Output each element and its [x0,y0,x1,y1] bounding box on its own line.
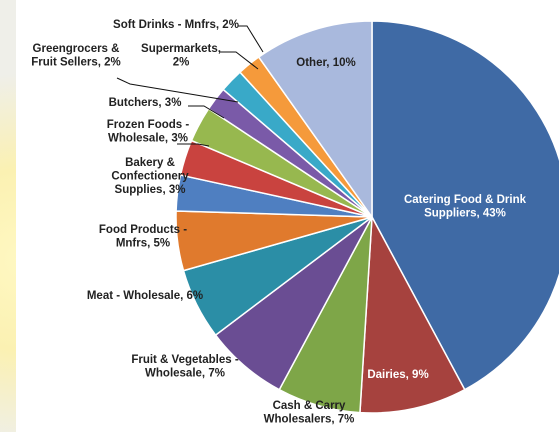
data-label-line: Fruit Sellers, 2% [31,57,120,69]
data-label-3: Cash & Carry Wholesalers, 7% [264,400,355,426]
leader-line-8 [177,143,210,147]
leader-line-9 [188,105,225,119]
data-label-line: Supplies, 3% [115,184,186,196]
data-label-line: Wholesalers, 7% [264,414,355,426]
data-label-1: Catering Food & Drink Suppliers, 43% [404,194,527,220]
pie-slice-13 [257,20,373,220]
data-label-line: Meat - Wholesale, 6% [87,290,203,302]
data-label-line: Catering Food & Drink [404,194,527,206]
data-label-line: Butchers, 3% [109,97,182,109]
data-label-line: Bakery & [125,157,175,169]
leader-line-11 [220,51,259,70]
data-label-line: Soft Drinks - Mnfrs, 2% [113,19,239,31]
data-label-12: Soft Drinks - Mnfrs, 2% [113,19,239,31]
data-label-5: Meat - Wholesale, 6% [87,290,203,302]
data-label-line: Greengrocers & [33,43,120,55]
data-label-4: Fruit & Vegetables - Wholesale, 7% [131,354,239,380]
data-label-13: Other, 10% [296,57,355,69]
leader-line-12 [238,25,264,53]
data-label-line: Suppliers, 43% [424,208,506,220]
data-label-line: Cash & Carry [273,400,346,412]
data-label-10: Greengrocers & Fruit Sellers, 2% [31,43,120,69]
data-label-line: Frozen Foods - [107,119,190,131]
data-label-line: Fruit & Vegetables - [131,354,239,366]
data-label-line: Wholesale, 3% [108,133,188,145]
data-label-11: Supermarkets, 2% [141,43,221,69]
data-label-line: 2% [173,57,190,69]
data-label-6: Food Products - Mnfrs, 5% [99,224,187,250]
data-label-7: Bakery & Confectionery Supplies, 3% [111,157,189,196]
data-label-line: Other, 10% [296,57,355,69]
data-label-9: Butchers, 3% [109,97,182,109]
data-label-line: Supermarkets, [141,43,221,55]
data-label-8: Frozen Foods - Wholesale, 3% [107,119,190,145]
data-label-line: Mnfrs, 5% [116,238,170,250]
pie-slice-1 [371,20,559,391]
data-label-line: Food Products - [99,224,187,236]
data-label-line: Dairies, 9% [367,369,428,381]
data-label-line: Confectionery [111,171,189,183]
leader-line-10 [116,77,239,103]
pie-slice-2 [359,214,466,414]
data-label-2: Dairies, 9% [367,369,428,381]
data-label-line: Wholesale, 7% [145,368,225,380]
